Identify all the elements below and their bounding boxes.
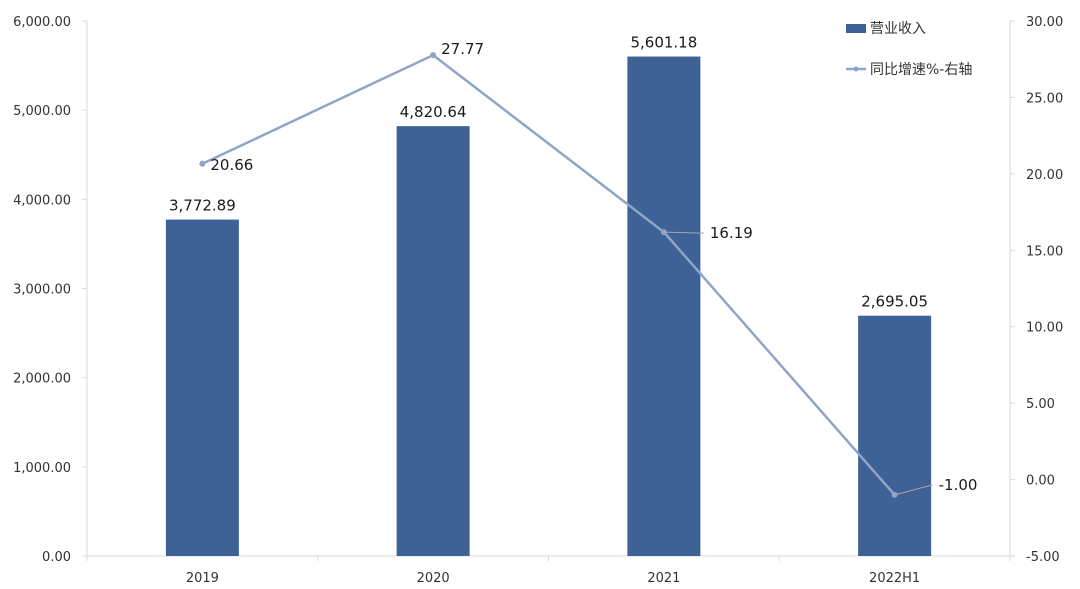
line-value-label: 27.77 bbox=[441, 40, 484, 58]
left-tick-label: 4,000.00 bbox=[13, 193, 71, 208]
line-point bbox=[199, 160, 206, 167]
line-path bbox=[201, 53, 896, 496]
right-tick-label: 25.00 bbox=[1026, 91, 1063, 106]
legend-swatch-marker bbox=[853, 66, 859, 72]
left-tick-label: 3,000.00 bbox=[13, 283, 71, 298]
line-value-label: 16.19 bbox=[710, 224, 753, 242]
x-tick-label: 2022H1 bbox=[869, 571, 920, 586]
line-label-leader bbox=[894, 484, 933, 496]
line-point bbox=[430, 52, 437, 59]
legend: 营业收入 同比增速%-右轴 bbox=[846, 21, 972, 78]
bar bbox=[858, 315, 932, 556]
right-tick-label: 15.00 bbox=[1026, 244, 1063, 259]
right-tick-label: 0.00 bbox=[1026, 474, 1055, 489]
data-labels: 3,772.89 4,820.64 5,601.18 2,695.05 20.66 27.… bbox=[169, 34, 978, 496]
line-series bbox=[199, 52, 898, 498]
right-tick-label: 30.00 bbox=[1026, 15, 1063, 30]
bar bbox=[627, 56, 701, 556]
line-value-label: -1.00 bbox=[939, 476, 978, 494]
bar-series bbox=[165, 56, 932, 556]
x-tick-label: 2020 bbox=[417, 571, 450, 586]
left-tick-label: 5,000.00 bbox=[13, 104, 71, 119]
bar-value-label: 2,695.05 bbox=[861, 293, 928, 311]
right-tick-label: 20.00 bbox=[1026, 168, 1063, 183]
x-tick-label: 2021 bbox=[647, 571, 680, 586]
legend-swatch-bar bbox=[846, 24, 866, 33]
left-tick-label: 1,000.00 bbox=[13, 461, 71, 476]
legend-label-line: 同比增速%-右轴 bbox=[870, 62, 972, 78]
left-tick-label: 0.00 bbox=[42, 550, 71, 565]
line-label-leader bbox=[663, 231, 704, 234]
right-tick-label: 10.00 bbox=[1026, 321, 1063, 336]
left-tick-label: 6,000.00 bbox=[13, 15, 71, 30]
legend-label-bar: 营业收入 bbox=[870, 21, 926, 37]
axes: 0.00 1,000.00 2,000.00 3,000.00 4,000.00 5,00… bbox=[13, 15, 1063, 586]
bar bbox=[165, 219, 239, 556]
right-tick-label: 5.00 bbox=[1026, 397, 1055, 412]
bar bbox=[396, 126, 470, 556]
bar-value-label: 4,820.64 bbox=[400, 103, 467, 121]
bar-value-label: 3,772.89 bbox=[169, 197, 236, 215]
x-tick-label: 2019 bbox=[186, 571, 219, 586]
right-tick-label: -5.00 bbox=[1026, 550, 1060, 565]
bar-value-label: 5,601.18 bbox=[630, 34, 697, 52]
left-tick-label: 2,000.00 bbox=[13, 372, 71, 387]
line-value-label: 20.66 bbox=[210, 156, 253, 174]
